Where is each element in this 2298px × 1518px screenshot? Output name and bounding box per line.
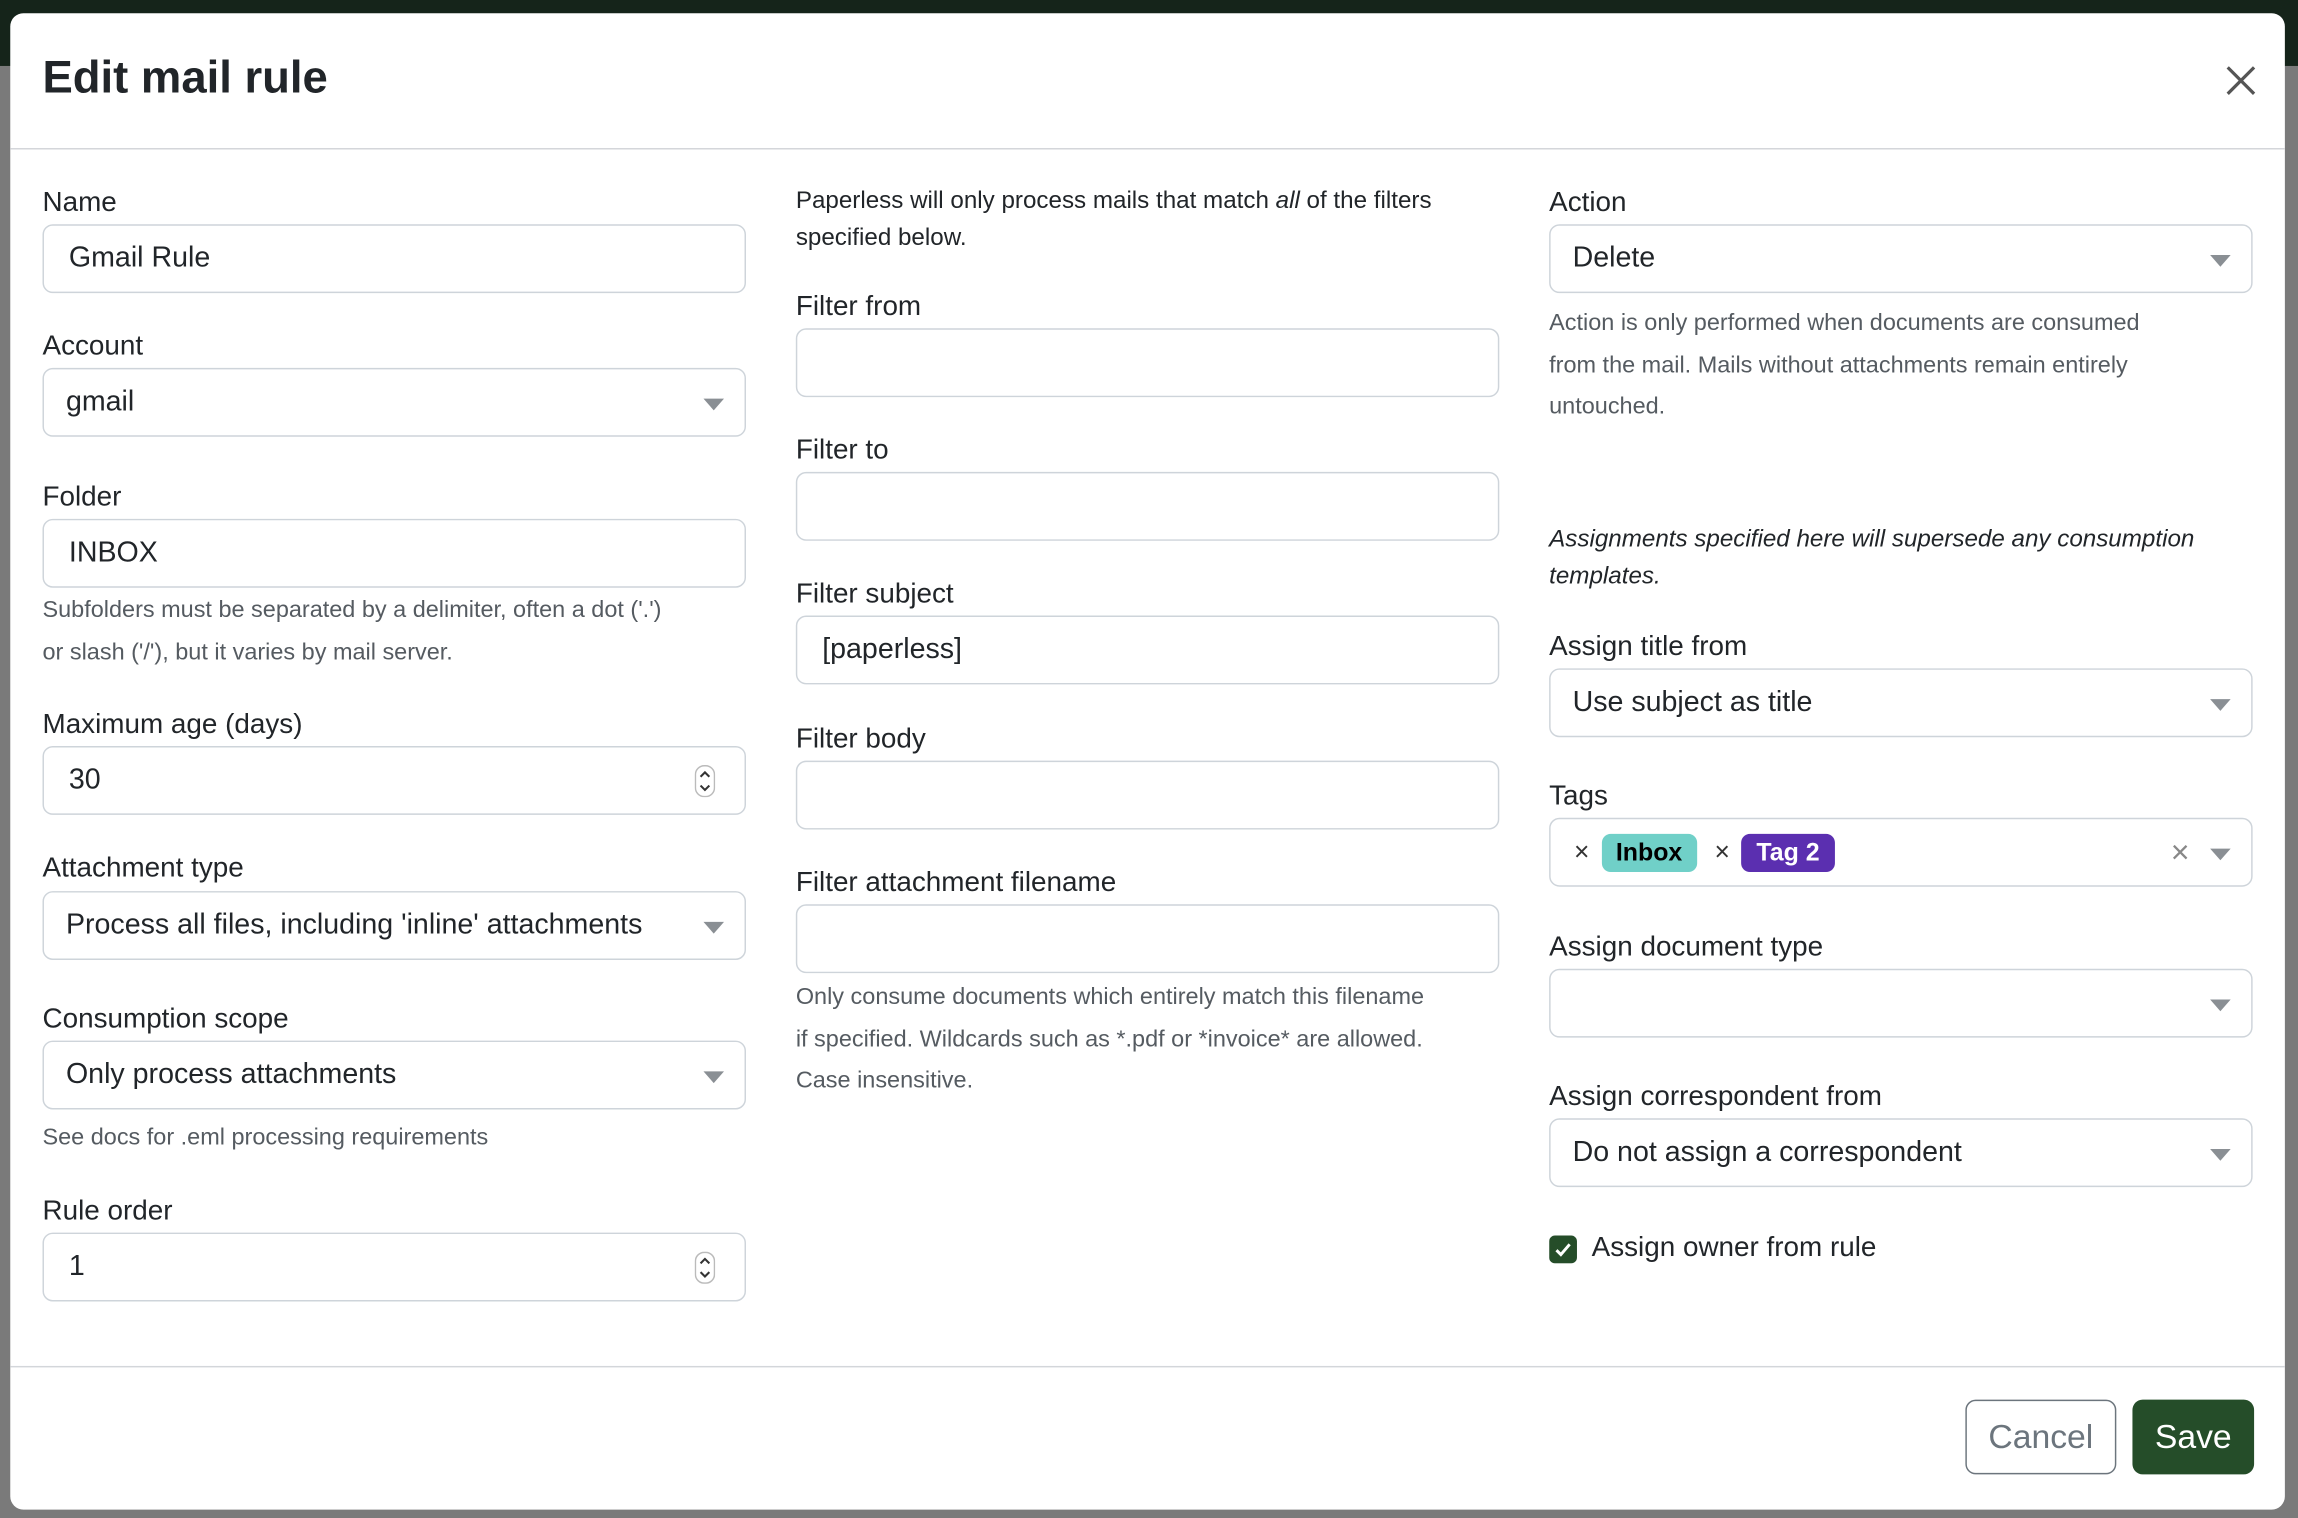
- dialog-title: Edit mail rule: [42, 51, 328, 103]
- note-line: templates.: [1549, 562, 1661, 589]
- chevron-down-icon: [703, 398, 725, 411]
- help-line: Action is only performed when documents …: [1549, 310, 2140, 336]
- action-help: Action is only performed when documents …: [1549, 303, 2139, 428]
- filter-subject-input[interactable]: [paperless]: [795, 615, 1500, 685]
- filter-body-input[interactable]: [795, 760, 1500, 830]
- correspondent-label: Assign correspondent from: [1549, 1081, 1882, 1113]
- action-select[interactable]: Delete: [1549, 224, 2253, 294]
- filter-from-label: Filter from: [795, 291, 922, 323]
- consumption-scope-select[interactable]: Only process attachments: [42, 1040, 746, 1110]
- doc-type-select[interactable]: [1549, 968, 2253, 1038]
- header-divider: [10, 148, 2285, 150]
- intro-text: Paperless will only process mails that m…: [795, 187, 1276, 214]
- action-value: Delete: [1572, 241, 1656, 275]
- clear-all-icon[interactable]: ×: [2170, 833, 2190, 871]
- filter-to-label: Filter to: [795, 435, 889, 467]
- tag-chip: Inbox: [1601, 833, 1697, 872]
- folder-help-line: or slash ('/'), but it varies by mail se…: [42, 639, 453, 665]
- tags-select[interactable]: × Inbox × Tag 2 ×: [1549, 817, 2253, 887]
- folder-value: INBOX: [68, 536, 158, 569]
- intro-text: specified below.: [795, 223, 967, 250]
- attachment-type-value: Process all files, including 'inline' at…: [65, 908, 643, 941]
- help-line: if specified. Wildcards such as *.pdf or…: [795, 1026, 1423, 1052]
- help-line: Case insensitive.: [795, 1068, 974, 1094]
- save-button[interactable]: Save: [2132, 1399, 2255, 1475]
- chevron-down-icon: [703, 921, 725, 934]
- filter-from-input[interactable]: [795, 328, 1500, 398]
- folder-label: Folder: [42, 482, 122, 513]
- folder-help-line: Subfolders must be separated by a delimi…: [42, 597, 662, 623]
- action-label: Action: [1549, 187, 1627, 219]
- chevron-down-icon: [2210, 699, 2231, 711]
- close-icon[interactable]: [2220, 60, 2261, 101]
- filter-body-label: Filter body: [795, 724, 926, 755]
- doc-type-label: Assign document type: [1549, 932, 1824, 963]
- filter-subject-value: [paperless]: [822, 633, 963, 666]
- attachment-type-select[interactable]: Process all files, including 'inline' at…: [42, 891, 746, 960]
- chevron-down-icon: [2210, 1149, 2231, 1161]
- consumption-scope-value: Only process attachments: [65, 1058, 397, 1091]
- account-label: Account: [42, 331, 144, 363]
- name-value: Gmail Rule: [68, 241, 211, 275]
- chevron-down-icon: [2210, 848, 2231, 861]
- checkbox-checked-icon[interactable]: [1549, 1234, 1577, 1263]
- help-line: from the mail. Mails without attachments…: [1549, 352, 2128, 378]
- intro-emphasis: all: [1275, 187, 1300, 214]
- consumption-scope-help: See docs for .eml processing requirement…: [42, 1125, 489, 1151]
- spinner-icon[interactable]: [694, 765, 716, 798]
- spinner-icon[interactable]: [694, 1251, 716, 1284]
- rule-order-input[interactable]: 1: [42, 1232, 746, 1302]
- consumption-scope-label: Consumption scope: [42, 1003, 289, 1035]
- assign-title-label: Assign title from: [1549, 631, 1748, 663]
- max-age-input[interactable]: 30: [42, 745, 746, 815]
- chevron-down-icon: [703, 1071, 725, 1084]
- owner-checkbox-label: Assign owner from rule: [1591, 1232, 1877, 1264]
- help-line: Only consume documents which entirely ma…: [795, 984, 1425, 1010]
- filter-to-input[interactable]: [795, 471, 1500, 541]
- chevron-down-icon: [2210, 255, 2231, 267]
- rule-order-label: Rule order: [42, 1195, 173, 1227]
- assign-title-select[interactable]: Use subject as title: [1549, 668, 2253, 738]
- folder-input[interactable]: INBOX: [42, 518, 746, 588]
- assign-title-value: Use subject as title: [1572, 685, 1813, 719]
- correspondent-select[interactable]: Do not assign a correspondent: [1549, 1118, 2253, 1188]
- max-age-label: Maximum age (days): [42, 709, 303, 741]
- filter-intro: Paperless will only process mails that m…: [796, 183, 1432, 255]
- cancel-button[interactable]: Cancel: [1965, 1399, 2117, 1475]
- account-select[interactable]: gmail: [42, 367, 746, 437]
- tags-label: Tags: [1549, 781, 1608, 812]
- note-line: Assignments specified here will supersed…: [1549, 526, 2195, 553]
- chevron-down-icon: [2210, 999, 2231, 1012]
- owner-checkbox-row[interactable]: Assign owner from rule: [1549, 1233, 1876, 1265]
- assignments-note: Assignments specified here will supersed…: [1549, 522, 2194, 594]
- remove-tag-icon[interactable]: ×: [1574, 836, 1590, 867]
- remove-tag-icon[interactable]: ×: [1714, 836, 1730, 867]
- max-age-value: 30: [68, 763, 101, 796]
- name-label: Name: [42, 187, 117, 219]
- filter-attachment-help: Only consume documents which entirely ma…: [796, 978, 1424, 1103]
- filter-subject-label: Filter subject: [795, 578, 954, 610]
- filter-attachment-input[interactable]: [795, 904, 1500, 974]
- footer-divider: [10, 1365, 2285, 1368]
- account-value: gmail: [65, 385, 135, 418]
- attachment-type-label: Attachment type: [42, 852, 244, 884]
- filter-attachment-label: Filter attachment filename: [795, 867, 1117, 899]
- correspondent-value: Do not assign a correspondent: [1572, 1135, 1962, 1169]
- help-line: untouched.: [1549, 394, 1666, 420]
- name-input[interactable]: Gmail Rule: [42, 224, 746, 294]
- tag-chip: Tag 2: [1741, 833, 1835, 872]
- intro-text: of the filters: [1299, 187, 1432, 214]
- folder-help: Subfolders must be separated by a delimi…: [43, 591, 662, 675]
- edit-mail-rule-dialog: Edit mail rule Name Gmail Rule Account g…: [10, 13, 2285, 1510]
- rule-order-value: 1: [68, 1250, 85, 1283]
